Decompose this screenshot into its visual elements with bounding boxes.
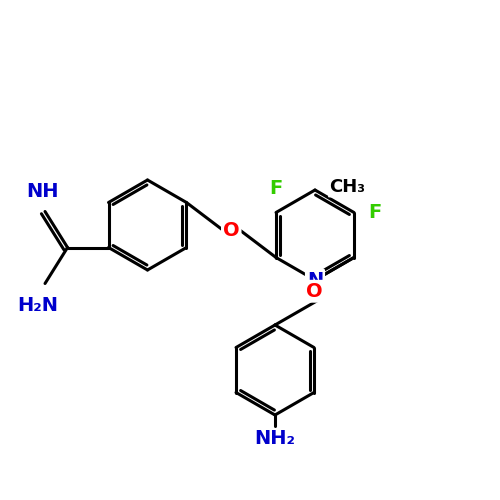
Text: O: O bbox=[306, 282, 323, 300]
Text: O: O bbox=[223, 220, 240, 240]
Text: F: F bbox=[368, 203, 381, 222]
Text: F: F bbox=[270, 180, 282, 199]
Text: N: N bbox=[307, 270, 323, 289]
Text: NH: NH bbox=[26, 182, 59, 201]
Text: CH₃: CH₃ bbox=[329, 178, 365, 196]
Text: H₂N: H₂N bbox=[17, 296, 58, 315]
Text: NH₂: NH₂ bbox=[254, 429, 296, 448]
